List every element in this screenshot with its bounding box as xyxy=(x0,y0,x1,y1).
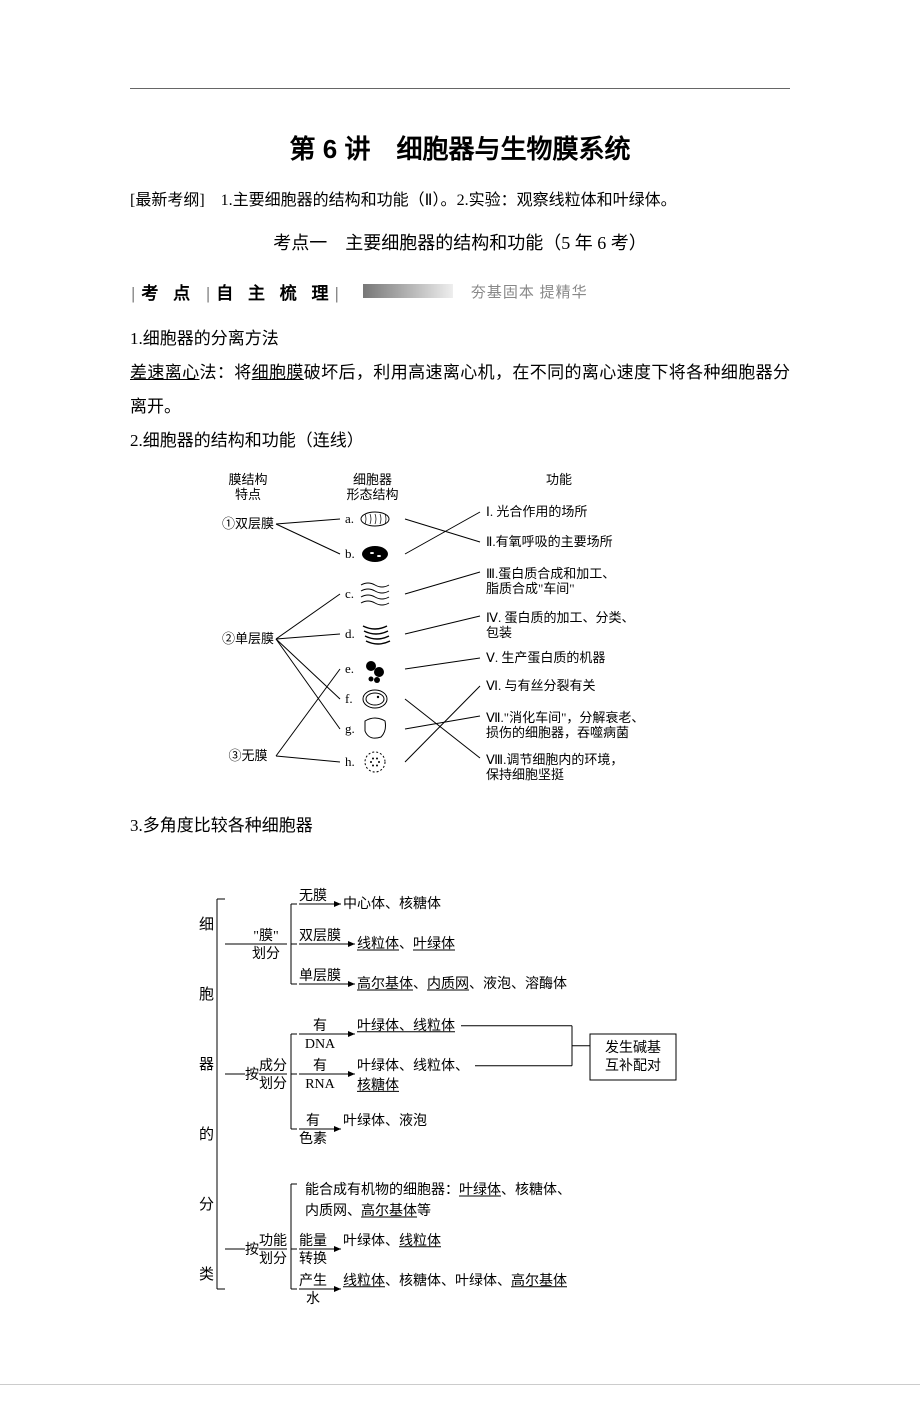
topic-header: 考点一 主要细胞器的结构和功能（5 年 6 考） xyxy=(130,226,790,260)
svg-text:细胞器形态结构: 细胞器形态结构 xyxy=(346,472,398,502)
p1-u1: 差速离心 xyxy=(130,363,200,382)
svg-text:Ⅳ. 蛋白质的加工、分类、包装: Ⅳ. 蛋白质的加工、分类、包装 xyxy=(486,610,635,640)
svg-text:g.: g. xyxy=(345,721,355,736)
p1-u2: 细胞膜 xyxy=(252,363,304,382)
svg-text:①双层膜: ①双层膜 xyxy=(222,516,274,531)
svg-text:划分: 划分 xyxy=(259,1076,287,1092)
svg-text:Ⅴ. 生产蛋白质的机器: Ⅴ. 生产蛋白质的机器 xyxy=(486,650,605,665)
section-bar-right: 夯基固本 提精华 xyxy=(471,281,588,302)
svg-text:Ⅰ. 光合作用的场所: Ⅰ. 光合作用的场所 xyxy=(486,504,587,519)
svg-text:、核糖体、: 、核糖体、 xyxy=(501,1182,571,1198)
svg-text:功能: 功能 xyxy=(546,472,572,487)
svg-text:器: 器 xyxy=(199,1057,214,1073)
diagram-2-wrap: 细胞器的分类"膜"划分无膜中心体、核糖体双层膜线粒体、叶绿体单层膜高尔基体、内质… xyxy=(130,849,790,1324)
svg-text:类: 类 xyxy=(199,1266,214,1283)
svg-text:互补配对: 互补配对 xyxy=(605,1058,661,1074)
svg-text:单层膜: 单层膜 xyxy=(299,968,341,984)
heading-3: 3.多角度比较各种细胞器 xyxy=(130,809,790,843)
svg-text:的: 的 xyxy=(199,1126,214,1143)
svg-text:Ⅱ.有氧呼吸的主要场所: Ⅱ.有氧呼吸的主要场所 xyxy=(486,534,613,549)
svg-text:有: 有 xyxy=(313,1018,327,1034)
svg-text:Ⅷ.调节细胞内的环境，保持细胞坚挺: Ⅷ.调节细胞内的环境，保持细胞坚挺 xyxy=(486,752,623,782)
heading-1: 1.细胞器的分离方法 xyxy=(130,322,790,356)
section-bar: |考 点 |自 主 梳 理| 夯基固本 提精华 xyxy=(130,279,790,304)
svg-text:内质网、: 内质网、 xyxy=(305,1203,361,1219)
svg-text:d.: d. xyxy=(345,626,355,641)
svg-text:无膜: 无膜 xyxy=(299,888,327,904)
svg-text:有: 有 xyxy=(313,1058,327,1074)
svg-text:RNA: RNA xyxy=(305,1077,335,1092)
svg-text:有: 有 xyxy=(306,1113,320,1129)
svg-text:细: 细 xyxy=(199,916,214,933)
svg-text:功能: 功能 xyxy=(259,1233,287,1249)
svg-text:b.: b. xyxy=(345,546,355,561)
matching-diagram: 膜结构特点 细胞器形态结构 功能 ①双层膜 ②单层膜 ③无膜 a. b. c. d. e. f. g. h… xyxy=(180,464,740,794)
svg-text:高尔基体: 高尔基体 xyxy=(357,975,413,992)
page: 第 6 讲 细胞器与生物膜系统 [最新考纲] 1.主要细胞器的结构和功能（Ⅱ）。… xyxy=(0,0,920,1385)
svg-text:能合成有机物的细胞器：: 能合成有机物的细胞器： xyxy=(305,1182,459,1198)
paragraph-1: 差速离心法：将细胞膜破坏后，利用高速离心机，在不同的离心速度下将各种细胞器分离开… xyxy=(130,356,790,424)
heading-2: 2.细胞器的结构和功能（连线） xyxy=(130,424,790,458)
svg-text:胞: 胞 xyxy=(199,986,214,1003)
svg-text:Ⅶ."消化车间"，分解衰老、损伤的细胞器，吞噬病菌: Ⅶ."消化车间"，分解衰老、损伤的细胞器，吞噬病菌 xyxy=(486,710,644,740)
svg-text:按: 按 xyxy=(245,1242,259,1258)
svg-text:③无膜: ③无膜 xyxy=(228,748,267,763)
gradient-bar-icon xyxy=(363,284,453,298)
svg-text:高尔基体: 高尔基体 xyxy=(511,1271,567,1288)
top-rule xyxy=(130,88,790,89)
svg-text:②单层膜: ②单层膜 xyxy=(222,631,274,646)
svg-text:等: 等 xyxy=(417,1202,431,1219)
syllabus-line: [最新考纲] 1.主要细胞器的结构和功能（Ⅱ）。2.实验：观察线粒体和叶绿体。 xyxy=(130,186,790,216)
section-bar-left: |考 点 |自 主 梳 理| xyxy=(130,279,345,304)
syllabus-item-2: 2.实验：观察线粒体和叶绿体。 xyxy=(457,192,677,209)
p1-t1: 法：将 xyxy=(200,363,252,382)
syllabus-item-1: 1.主要细胞器的结构和功能（Ⅱ）。 xyxy=(221,192,457,209)
svg-text:分: 分 xyxy=(199,1196,214,1213)
svg-text:划分: 划分 xyxy=(259,1251,287,1267)
svg-text:按: 按 xyxy=(245,1067,259,1083)
svg-text:f.: f. xyxy=(345,691,353,706)
svg-text:Ⅲ.蛋白质合成和加工、脂质合成"车间": Ⅲ.蛋白质合成和加工、脂质合成"车间" xyxy=(486,566,615,596)
svg-text:、液泡、溶酶体: 、液泡、溶酶体 xyxy=(469,976,567,992)
svg-text:、: 、 xyxy=(399,937,413,952)
svg-text:色素: 色素 xyxy=(299,1130,327,1147)
svg-text:"膜": "膜" xyxy=(253,928,278,944)
svg-text:发生碱基: 发生碱基 xyxy=(605,1039,661,1056)
svg-text:转换: 转换 xyxy=(299,1250,327,1267)
svg-text:、: 、 xyxy=(413,977,427,992)
svg-text:双层膜: 双层膜 xyxy=(299,928,341,944)
svg-text:划分: 划分 xyxy=(252,946,280,962)
svg-text:高尔基体: 高尔基体 xyxy=(361,1202,417,1219)
svg-text:a.: a. xyxy=(345,511,354,526)
svg-text:水: 水 xyxy=(306,1291,320,1307)
svg-text:e.: e. xyxy=(345,661,354,676)
svg-text:c.: c. xyxy=(345,586,354,601)
svg-text:DNA: DNA xyxy=(305,1037,336,1052)
svg-text:Ⅵ. 与有丝分裂有关: Ⅵ. 与有丝分裂有关 xyxy=(486,678,596,693)
svg-text:、核糖体、叶绿体、: 、核糖体、叶绿体、 xyxy=(385,1272,511,1288)
svg-text:产生: 产生 xyxy=(299,1273,327,1289)
svg-text:中心体、核糖体: 中心体、核糖体 xyxy=(343,896,441,912)
svg-text:能量: 能量 xyxy=(299,1233,327,1249)
diagram-1-wrap: 膜结构特点 细胞器形态结构 功能 ①双层膜 ②单层膜 ③无膜 a. b. c. d. e. f. g. h… xyxy=(130,464,790,799)
syllabus-prefix: [最新考纲] xyxy=(130,192,221,209)
svg-text:膜结构特点: 膜结构特点 xyxy=(228,472,267,502)
svg-text:h.: h. xyxy=(345,754,355,769)
lesson-title: 第 6 讲 细胞器与生物膜系统 xyxy=(130,129,790,166)
svg-text:叶绿体、液泡: 叶绿体、液泡 xyxy=(343,1112,427,1128)
svg-text:成分: 成分 xyxy=(259,1058,287,1074)
svg-text:叶绿体、: 叶绿体、 xyxy=(343,1232,399,1248)
classification-tree-diagram: 细胞器的分类"膜"划分无膜中心体、核糖体双层膜线粒体、叶绿体单层膜高尔基体、内质… xyxy=(180,849,740,1319)
svg-text:叶绿体、线粒体、: 叶绿体、线粒体、 xyxy=(357,1057,469,1073)
